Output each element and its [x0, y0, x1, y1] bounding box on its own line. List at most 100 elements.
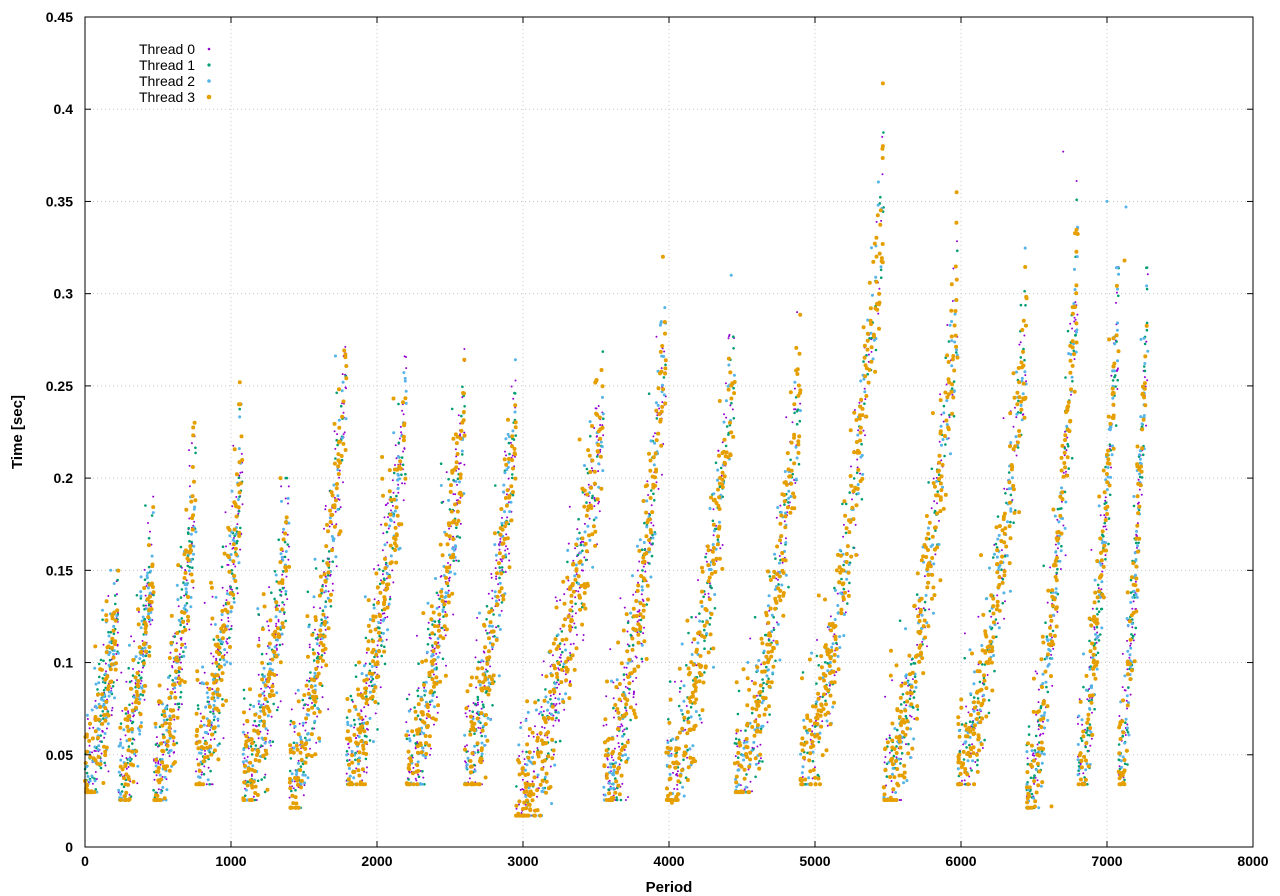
- data-point: [653, 499, 656, 502]
- data-point: [1019, 341, 1022, 344]
- data-point: [438, 605, 441, 608]
- data-point: [180, 617, 184, 620]
- data-point: [476, 698, 480, 701]
- data-point: [499, 537, 502, 540]
- data-point: [1023, 334, 1026, 337]
- data-point: [149, 530, 151, 533]
- data-point: [309, 747, 311, 750]
- data-point: [541, 674, 544, 676]
- data-point: [635, 676, 638, 679]
- data-point: [273, 570, 277, 573]
- data-point: [567, 542, 570, 545]
- data-point: [1082, 772, 1085, 775]
- data-point: [661, 473, 663, 476]
- data-point: [787, 501, 790, 504]
- data-point: [532, 735, 535, 738]
- data-point: [287, 485, 290, 488]
- data-point: [1075, 198, 1078, 202]
- data-point: [278, 604, 281, 607]
- data-point: [382, 577, 386, 580]
- data-point: [354, 737, 357, 740]
- data-point: [395, 494, 398, 498]
- data-point: [958, 750, 962, 754]
- data-point: [593, 505, 596, 508]
- data-point: [119, 774, 122, 777]
- data-point: [336, 433, 339, 436]
- data-point: [724, 444, 728, 448]
- data-point: [987, 711, 991, 715]
- data-point: [712, 534, 715, 537]
- data-point: [222, 737, 225, 740]
- data-point: [422, 776, 425, 779]
- data-point: [150, 605, 152, 608]
- data-point: [713, 607, 717, 610]
- data-point: [301, 698, 305, 702]
- data-point: [749, 780, 752, 783]
- data-point: [676, 788, 679, 791]
- data-point: [619, 725, 622, 728]
- data-point: [209, 738, 212, 741]
- data-point: [428, 636, 431, 639]
- data-point: [1124, 734, 1127, 736]
- data-point: [475, 686, 478, 689]
- data-point: [250, 775, 253, 777]
- data-point: [995, 635, 998, 639]
- data-point: [377, 702, 380, 705]
- data-point: [632, 696, 635, 699]
- data-point: [601, 350, 605, 353]
- data-point: [128, 793, 131, 796]
- data-point: [479, 731, 482, 734]
- data-point: [275, 708, 279, 712]
- data-point: [459, 433, 462, 436]
- data-point: [536, 733, 539, 736]
- data-point: [339, 404, 343, 408]
- data-point: [397, 483, 400, 486]
- data-point: [811, 724, 814, 727]
- data-point: [557, 667, 560, 670]
- data-point: [433, 647, 436, 650]
- data-point: [828, 684, 831, 687]
- data-point: [131, 702, 134, 705]
- data-point: [239, 526, 242, 530]
- data-point: [996, 594, 999, 597]
- data-point: [1146, 273, 1149, 276]
- data-point: [621, 782, 624, 785]
- data-point: [86, 718, 89, 720]
- data-point: [257, 703, 260, 705]
- data-point: [612, 681, 615, 684]
- data-point: [983, 738, 986, 742]
- data-point: [498, 548, 501, 551]
- data-point: [776, 578, 779, 581]
- data-point: [165, 748, 169, 751]
- data-point: [264, 773, 267, 776]
- data-point: [500, 609, 503, 612]
- data-point: [132, 714, 135, 717]
- data-point: [429, 747, 432, 750]
- data-point: [642, 632, 645, 635]
- data-point: [900, 752, 904, 755]
- data-point: [525, 750, 528, 754]
- data-point: [946, 324, 949, 326]
- data-point: [1115, 291, 1118, 294]
- data-point: [628, 644, 631, 648]
- data-point: [559, 648, 561, 650]
- data-point: [759, 743, 762, 746]
- data-point: [626, 621, 630, 624]
- data-point: [450, 407, 454, 411]
- data-point: [177, 605, 180, 608]
- data-point: [1056, 518, 1059, 521]
- data-point: [878, 287, 881, 290]
- data-point: [660, 367, 663, 370]
- data-point: [368, 662, 372, 666]
- data-point: [623, 666, 626, 669]
- data-point: [612, 697, 615, 700]
- data-point: [1060, 500, 1063, 503]
- data-point: [730, 401, 733, 405]
- data-point: [1019, 303, 1023, 307]
- data-point: [638, 619, 641, 622]
- data-point: [438, 651, 441, 654]
- data-point: [907, 742, 910, 746]
- data-point: [412, 766, 415, 769]
- data-point: [1121, 686, 1124, 689]
- data-point: [303, 703, 307, 706]
